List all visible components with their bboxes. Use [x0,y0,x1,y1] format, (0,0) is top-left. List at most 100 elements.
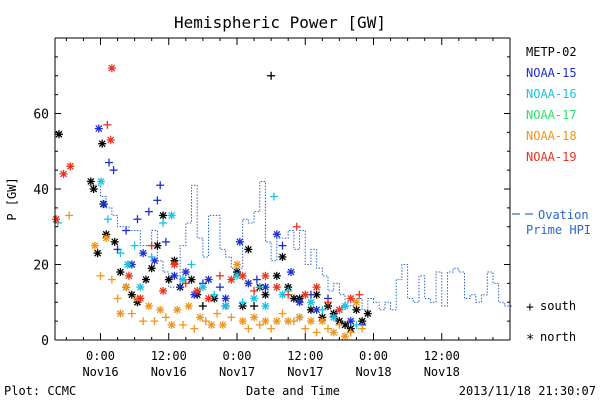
noaa-15-point [170,271,179,280]
x-tick-label-time: 0:00 [86,349,115,363]
metp-02-point [244,245,253,254]
noaa-18-point [312,328,321,337]
noaa-15-point [133,215,142,224]
noaa-18-point [267,324,276,333]
noaa-16-point [341,302,350,311]
noaa-18-point [329,328,338,337]
noaa-19-point [227,275,236,284]
noaa-18-point [227,313,236,322]
metp-02-point [89,185,98,193]
x-tick-label-time: 0:00 [359,349,388,363]
noaa-16-point [97,177,106,186]
noaa-18-point [346,328,355,337]
noaa-18-point [116,309,125,318]
noaa-18-point [207,320,216,329]
noaa-15-point [235,237,244,246]
noaa-19-point [324,298,332,307]
noaa-18-point [238,317,247,326]
noaa-15-point [176,283,185,292]
legend-entry-noaa-18: NOAA-18 [526,129,577,143]
noaa-15-point [221,294,230,303]
y-axis-label: P [GW] [5,177,19,220]
noaa-19-point [170,260,179,269]
metp-02-point [110,237,119,246]
noaa-18-point [358,324,367,333]
marker-label-north: north [540,330,576,344]
noaa-18-point [278,309,287,318]
noaa-16-point [116,249,125,258]
noaa-15-point [139,249,148,258]
noaa-18-point [301,324,310,333]
x-tick-label-date: Nov17 [287,365,323,379]
noaa-16-point [329,313,338,322]
noaa-18-point [107,275,116,284]
noaa-19-point [272,283,281,292]
noaa-18-point [201,317,210,326]
y-tick-label: 20 [33,259,49,274]
noaa-15-point [287,268,296,277]
noaa-18-point [261,317,270,326]
noaa-15-point [156,181,165,190]
marker-legend: + south * north [526,299,576,348]
legend-entry-noaa-17: NOAA-17 [526,108,577,122]
noaa-18-point [65,211,74,220]
noaa-19-point [250,286,259,295]
noaa-18-point [184,302,193,311]
x-tick-label-time: 12:00 [424,349,460,363]
noaa-16-point [261,302,270,311]
noaa-18-point [156,305,165,314]
noaa-16-point [123,260,132,269]
noaa-19-point [124,271,133,280]
noaa-15-point [252,275,261,284]
marker-symbol-north: * [526,332,534,348]
axes: 0 20 40 60 0:00 Nov16 12:00 Nov16 0:00 Nov17 12:00… [33,37,511,379]
noaa-18-point [289,317,298,326]
noaa-18-point [341,332,350,341]
noaa-15-point [122,226,131,235]
noaa-15-point [278,241,287,250]
noaa-16-point [250,294,259,303]
noaa-15-point [215,283,224,292]
noaa-19-point [52,215,61,224]
noaa-16-point [167,211,176,220]
noaa-19-point [107,64,116,73]
noaa-19-point [193,286,202,295]
legend: METP-02 NOAA-15 NOAA-16 NOAA-17 NOAA-18 NOAA-… [526,45,577,164]
metp-02-point [198,302,207,311]
noaa-16-point [233,271,241,280]
noaa-18-point [113,294,122,303]
noaa-18-point [90,241,99,250]
x-tick-label-date: Nov16 [151,365,187,379]
metp-02-point [142,275,150,284]
metp-02-point [86,177,95,186]
ovation-step-path [89,180,512,311]
noaa-15-point [244,279,253,288]
legend-entry-noaa-16: NOAA-16 [526,87,577,101]
metp-02-point [93,249,102,258]
noaa-18-point [295,313,304,322]
noaa-18-point [244,324,253,333]
noaa-15-point [144,207,153,216]
chart-title: Hemispheric Power [GW] [174,13,386,32]
noaa-18-point [233,260,241,269]
noaa-15-point [153,196,162,205]
metp-02-point [363,309,372,318]
metp-02-point [250,302,259,311]
data-points [52,64,372,341]
x-tick-label-time: 0:00 [223,349,252,363]
legend-entry-metp-02: METP-02 [526,45,577,59]
x-tick-label-date: Nov16 [82,365,118,379]
x-tick-label-date: Nov17 [219,365,255,379]
noaa-18-point [284,317,293,326]
x-tick-label-date: Nov18 [424,365,460,379]
noaa-19-point [204,294,213,303]
x-axis-label: Date and Time [246,384,340,398]
noaa-16-point [255,283,264,292]
ovation-label-line1: Ovation [538,208,589,222]
noaa-15-point [150,256,159,265]
noaa-18-point [250,313,259,322]
y-axis-label-group: P [GW] [5,177,19,220]
metp-02-point [54,130,63,139]
noaa-16-point [147,252,156,261]
noaa-18-point [96,271,105,280]
